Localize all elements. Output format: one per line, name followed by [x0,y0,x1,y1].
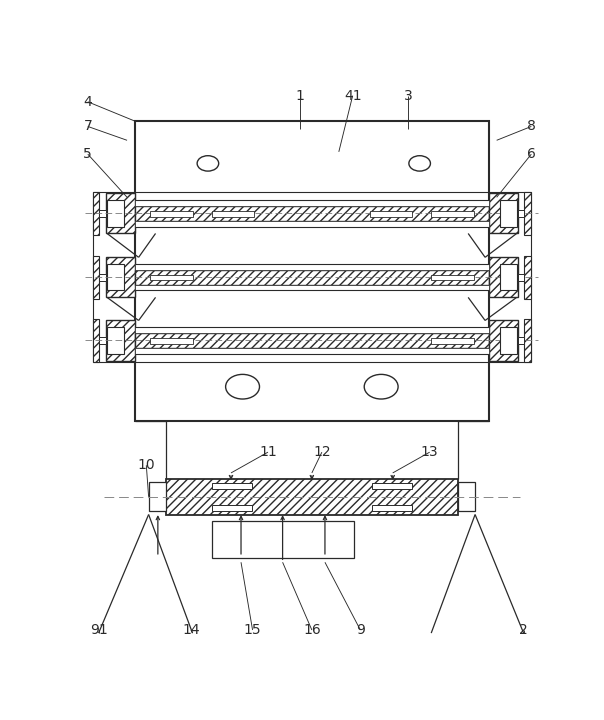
Ellipse shape [226,374,260,399]
Bar [431,275,474,280]
Text: 91: 91 [90,623,108,637]
Text: 12: 12 [313,445,330,459]
Bar [372,483,412,489]
Bar [489,194,518,233]
Text: 7: 7 [83,120,92,133]
Bar [149,482,165,511]
Bar [135,328,489,333]
Bar [99,337,106,344]
Bar [372,505,412,510]
Text: 6: 6 [527,147,536,161]
Bar [135,206,489,221]
Bar [107,328,124,354]
Bar [135,285,489,290]
Text: 9: 9 [356,623,365,637]
Text: 4: 4 [83,95,92,109]
Bar [135,270,489,285]
Text: 11: 11 [259,445,277,459]
Text: 15: 15 [244,623,262,637]
Bar [212,211,254,217]
Bar [431,211,474,217]
Bar [135,200,489,206]
Text: 2: 2 [519,623,528,637]
Ellipse shape [197,156,219,171]
Bar [106,257,135,297]
Bar [99,274,106,282]
Bar [518,210,524,217]
Bar [500,328,516,354]
Bar [500,264,516,290]
Text: 3: 3 [403,89,413,103]
Bar [431,338,474,343]
Bar [500,200,516,227]
Bar [150,211,193,217]
Bar [370,211,412,217]
Bar [165,479,458,515]
Bar [150,275,193,280]
Bar [93,319,99,362]
Bar [99,210,106,217]
Bar [489,320,518,361]
Bar [518,274,524,282]
Bar [458,482,475,511]
Text: 41: 41 [344,89,361,103]
Bar [212,505,252,510]
Bar [489,257,518,297]
Ellipse shape [409,156,431,171]
Bar [93,256,99,299]
Bar [107,200,124,227]
Text: 1: 1 [296,89,305,103]
Text: 8: 8 [527,120,536,133]
Text: 13: 13 [421,445,439,459]
Bar [135,121,489,421]
Bar [106,194,135,233]
Ellipse shape [364,374,398,399]
Bar [135,333,489,348]
Text: 14: 14 [182,623,200,637]
Bar [524,319,530,362]
Text: 10: 10 [138,458,155,472]
Bar [524,192,530,235]
Bar [93,192,99,235]
Bar [107,264,124,290]
Text: 16: 16 [303,623,321,637]
Bar [135,264,489,270]
Bar [106,320,135,361]
Bar [212,521,354,557]
Bar [524,256,530,299]
Bar [135,348,489,354]
Bar [212,483,252,489]
Bar [150,338,193,343]
Bar [518,337,524,344]
Bar [135,221,489,227]
Text: 5: 5 [83,147,92,161]
